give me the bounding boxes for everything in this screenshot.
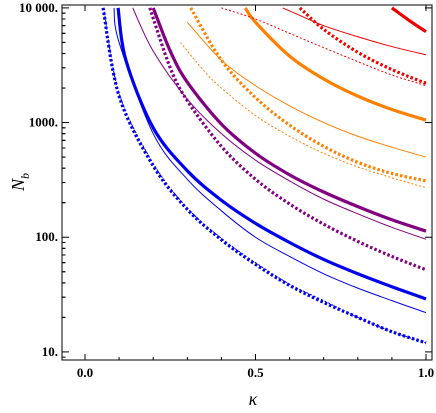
x-tick-label-1: 0.0 (77, 365, 93, 380)
plot-frame (61, 4, 433, 361)
y-axis-title-subscript: b (18, 173, 32, 179)
series-line-7 (151, 7, 427, 233)
series-line-2 (103, 7, 427, 344)
x-axis-title: κ (249, 389, 258, 409)
series-line-15 (390, 6, 427, 34)
series-line-13 (221, 7, 427, 87)
series-line-3 (113, 7, 427, 314)
series-line-1 (101, 7, 427, 345)
series-line-9 (180, 42, 427, 189)
y-tick-label-4: 10 000. (19, 0, 58, 15)
series-line-5 (148, 7, 427, 272)
series-line-6 (132, 7, 427, 240)
x-tick-label-3: 1.0 (418, 365, 434, 380)
y-axis-title: Nb (8, 173, 32, 192)
series-line-14 (282, 7, 427, 56)
x-tick-label-2: 0.5 (247, 365, 264, 380)
y-tick-label-2: 100. (35, 229, 58, 244)
series-line-11 (243, 6, 427, 122)
y-tick-label-1: 10. (42, 344, 58, 359)
svg-text:Nb: Nb (8, 173, 32, 192)
series-layer (101, 6, 427, 345)
y-axis-title-main: N (8, 178, 28, 192)
tick-layer (62, 5, 432, 360)
y-tick-label-3: 1000. (29, 115, 58, 130)
series-line-10 (186, 21, 427, 158)
series-line-8 (189, 7, 427, 183)
series-line-4 (116, 7, 427, 301)
tick-label-layer: 0.0 0.5 1.0 10. 100. 1000. 10 000. (19, 0, 434, 380)
